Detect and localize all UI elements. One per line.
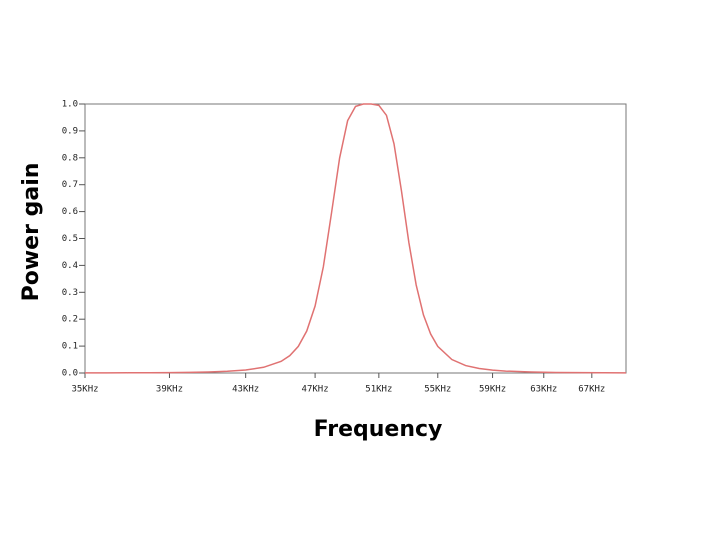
- y-tick-label: 0.3: [62, 288, 78, 298]
- y-axis-title: Power gain: [19, 163, 44, 302]
- y-tick-label: 0.2: [62, 315, 78, 325]
- y-tick-label: 1.0: [62, 100, 78, 110]
- y-tick-label: 0.0: [62, 369, 78, 379]
- x-tick-label: 35KHz: [71, 385, 98, 395]
- y-tick-label: 0.9: [62, 126, 78, 136]
- x-tick-label: 47KHz: [302, 385, 329, 395]
- line-series: [84, 103, 627, 374]
- x-axis-title: Frequency: [314, 417, 443, 442]
- x-tick-label: 59KHz: [479, 385, 506, 395]
- x-tick-label: 51KHz: [365, 385, 392, 395]
- plot-frame: [84, 103, 627, 374]
- x-tick-label: 39KHz: [156, 385, 183, 395]
- y-tick-label: 0.4: [62, 261, 78, 271]
- x-tick-label: 67KHz: [578, 385, 605, 395]
- y-tick-label: 0.7: [62, 180, 78, 190]
- x-tick-label: 55KHz: [424, 385, 451, 395]
- x-tick-label: 63KHz: [530, 385, 557, 395]
- x-tick-label: 43KHz: [232, 385, 259, 395]
- y-tick-label: 0.6: [62, 207, 78, 217]
- y-tick-label: 0.1: [62, 342, 78, 352]
- y-tick-label: 0.8: [62, 153, 78, 163]
- y-tick-label: 0.5: [62, 234, 78, 244]
